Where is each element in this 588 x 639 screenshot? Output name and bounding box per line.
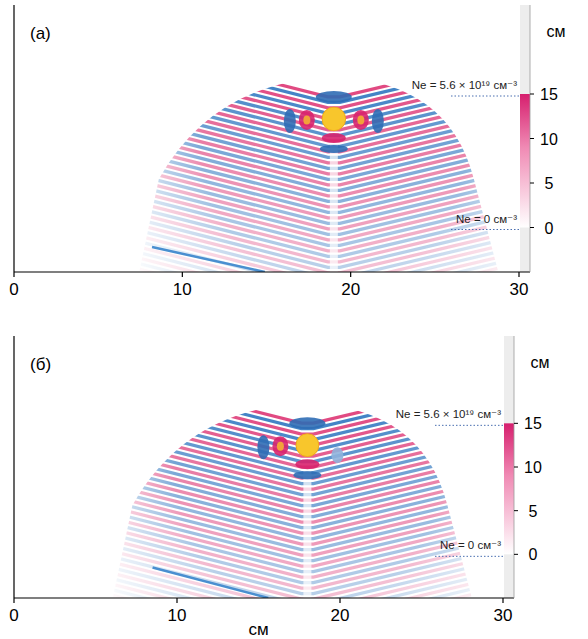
y-tick [514, 423, 518, 424]
density-level [435, 425, 505, 426]
wave-band [72, 563, 503, 598]
figure: 0 10 20 30 0 5 10 15 см (а) Ne = 5.6 × 10¹⁹ см⁻³ Ne… [0, 0, 588, 639]
wave-band [72, 569, 503, 598]
beam [152, 247, 265, 272]
panel-label: (а) [30, 24, 51, 43]
wave-blob-core [357, 115, 364, 124]
wave-gap [303, 471, 311, 598]
density-bar-bg [504, 336, 514, 598]
y-tick [514, 554, 518, 555]
panel: 0 10 20 30 0 5 10 15 см см (б) Ne = 5.6 × 10¹⁹ см⁻³… [9, 336, 549, 639]
wave-band [99, 242, 519, 272]
density-level [451, 229, 521, 230]
y-tick [530, 183, 534, 184]
wave-blob [353, 110, 369, 130]
y-tick [514, 467, 518, 468]
density-profile [520, 94, 530, 228]
wave-blob [316, 91, 352, 103]
wave-blob [299, 110, 315, 130]
density-bar-bg [520, 5, 530, 272]
x-tick-label: 30 [510, 280, 529, 299]
wave-band [72, 580, 503, 598]
left-axis [13, 5, 14, 272]
wave-blob [289, 417, 325, 429]
wave-band [72, 591, 503, 598]
density-label: Ne = 5.6 × 10¹⁹ см⁻³ [412, 79, 517, 91]
wave-blob [293, 471, 321, 479]
wave-band [99, 253, 519, 272]
wave-blob [320, 145, 348, 153]
density-label: Ne = 0 см⁻³ [456, 213, 517, 225]
y-tick-label: 15 [524, 415, 542, 432]
wave-field [99, 39, 519, 272]
wave-blob [322, 133, 346, 143]
x-tick-label: 10 [168, 606, 187, 625]
density-label: Ne = 0 см⁻³ [440, 539, 501, 551]
y-tick-label: 5 [529, 503, 538, 520]
wave-blob [295, 459, 319, 469]
x-tick [518, 272, 519, 277]
wave-band [99, 264, 519, 272]
wave-blob-core [303, 115, 310, 124]
x-axis [14, 271, 530, 272]
y-tick-label: 10 [540, 131, 558, 148]
wave-band [72, 585, 503, 598]
wave-field [72, 365, 503, 598]
wave-band [99, 237, 519, 272]
wave-blob [372, 109, 384, 133]
y-tick [530, 94, 534, 95]
x-tick [350, 272, 351, 277]
wave-blob-core [277, 442, 284, 451]
x-tick-label: 20 [341, 280, 360, 299]
x-tick [176, 598, 177, 603]
y-axis-title: см [531, 354, 550, 371]
y-tick-label: 10 [524, 459, 542, 476]
x-tick [13, 272, 14, 277]
density-level [435, 556, 505, 557]
y-tick-label: 0 [545, 220, 554, 237]
density-label: Ne = 5.6 × 10¹⁹ см⁻³ [396, 408, 501, 420]
wave-band [99, 259, 519, 272]
y-tick-label: 0 [529, 546, 538, 563]
x-axis-title: см [248, 620, 268, 639]
density-profile [504, 423, 514, 554]
y-tick-label: 15 [540, 86, 558, 103]
wave-blob [272, 436, 288, 456]
y-axis-title: см [547, 23, 566, 40]
left-axis [13, 336, 14, 598]
y-tick [530, 138, 534, 139]
wave-gap [330, 145, 338, 272]
panel: 0 10 20 30 0 5 10 15 см (а) Ne = 5.6 × 10¹⁹ см⁻³ Ne… [9, 5, 565, 328]
x-tick [13, 598, 14, 603]
y-tick [530, 227, 534, 228]
x-tick-label: 20 [331, 606, 350, 625]
x-tick-label: 10 [173, 280, 192, 299]
density-level [451, 96, 521, 97]
plot-area [99, 39, 519, 272]
plot-area [72, 365, 503, 598]
x-tick-label: 30 [494, 606, 513, 625]
x-tick-label: 0 [9, 606, 18, 625]
beam [153, 567, 269, 598]
panel-label: (б) [30, 355, 51, 374]
x-tick-label: 0 [9, 280, 18, 299]
wave-blob [331, 447, 343, 463]
x-axis [14, 597, 514, 598]
wave-blob [284, 109, 296, 133]
wave-blob [257, 435, 269, 459]
target [296, 434, 319, 457]
target [322, 107, 346, 131]
x-tick [182, 272, 183, 277]
x-tick [339, 598, 340, 603]
y-tick [514, 510, 518, 511]
y-tick-label: 5 [545, 175, 554, 192]
x-tick [502, 598, 503, 603]
